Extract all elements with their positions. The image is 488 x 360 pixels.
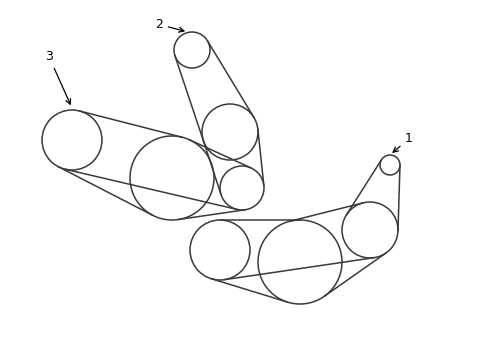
Text: 1: 1 — [392, 132, 412, 152]
Text: 3: 3 — [45, 50, 70, 104]
Text: 2: 2 — [155, 18, 183, 32]
